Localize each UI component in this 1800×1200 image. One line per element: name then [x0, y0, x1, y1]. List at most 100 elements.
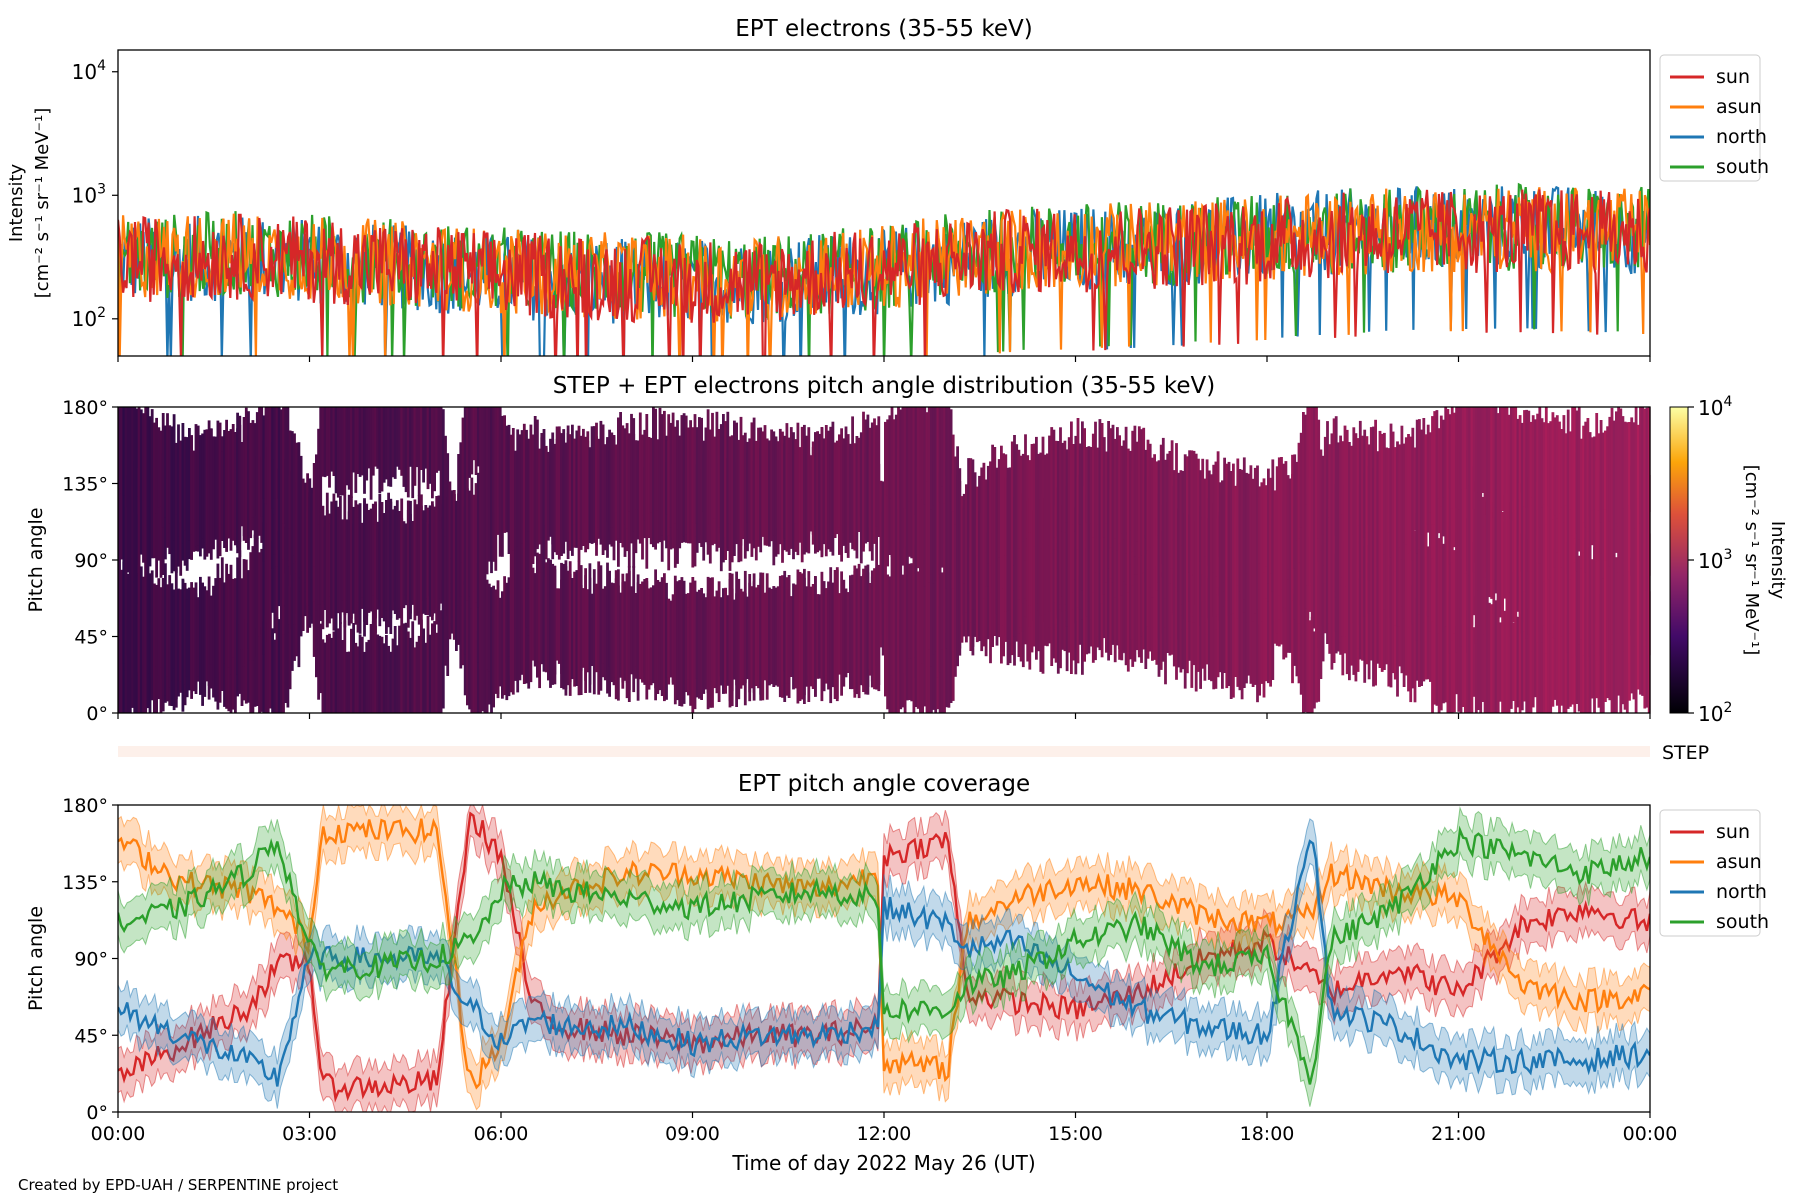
heatmap-cell	[652, 407, 655, 543]
heatmap-cell	[1313, 527, 1316, 629]
y-tick-label: 0°	[86, 1102, 108, 1124]
heatmap-cell	[1105, 550, 1108, 635]
heatmap-cell	[930, 407, 933, 510]
heatmap-cell	[1374, 559, 1377, 686]
heatmap-cell	[708, 587, 712, 699]
heatmap-cell	[118, 407, 121, 499]
heatmap-cell	[958, 468, 962, 583]
heatmap-cell	[1595, 413, 1599, 533]
heatmap-cell	[595, 422, 598, 546]
heatmap-cell	[614, 444, 618, 513]
heatmap-cell	[663, 410, 666, 539]
heatmap-cell	[1606, 558, 1609, 642]
heatmap-cell	[671, 594, 675, 685]
heatmap-cell	[170, 583, 174, 681]
heatmap-cell	[1468, 451, 1472, 576]
heatmap-cell	[1153, 454, 1156, 541]
heatmap-cell	[1582, 425, 1585, 523]
chart-title: STEP + EPT electrons pitch angle distrib…	[553, 373, 1215, 399]
heatmap-cell	[1091, 433, 1095, 538]
heatmap-cell	[190, 590, 193, 690]
heatmap-cell	[404, 407, 408, 493]
heatmap-cell	[1116, 427, 1119, 551]
heatmap-cell	[919, 407, 922, 509]
heatmap-cell	[312, 463, 316, 567]
heatmap-cell	[1293, 593, 1297, 666]
heatmap-cell	[1490, 498, 1493, 587]
heatmap-cell	[161, 413, 165, 528]
heatmap-cell	[1190, 561, 1194, 688]
heatmap-cell	[1621, 461, 1625, 576]
heatmap-cell	[621, 573, 625, 683]
heatmap-cell	[153, 475, 156, 559]
heatmap-cell	[1026, 455, 1030, 539]
heatmap-cell	[1310, 407, 1314, 467]
heatmap-cell	[1212, 464, 1216, 573]
heatmap-cell	[1641, 531, 1644, 659]
heatmap-cell	[481, 465, 485, 598]
heatmap-cell	[1636, 550, 1640, 642]
heatmap-cell	[203, 586, 207, 681]
heatmap-cell	[1426, 424, 1430, 525]
heatmap-cell	[441, 504, 445, 611]
heatmap-cell	[1409, 526, 1413, 622]
heatmap-cell	[1496, 413, 1500, 490]
heatmap-cell	[1109, 428, 1113, 548]
y-tick-label: 102	[72, 305, 106, 331]
heatmap-cell	[223, 582, 226, 664]
heatmap-cell	[428, 523, 432, 597]
heatmap-cell	[1636, 480, 1640, 565]
heatmap-cell	[533, 416, 537, 552]
heatmap-cell	[1153, 545, 1156, 628]
heatmap-cell	[485, 579, 489, 670]
heatmap-cell	[914, 407, 918, 515]
heatmap-cell	[448, 481, 452, 559]
heatmap-cell	[273, 407, 277, 499]
heatmap-cell	[365, 503, 369, 617]
heatmap-cell	[1304, 459, 1307, 578]
heatmap-cell	[761, 595, 765, 678]
heatmap-cell	[431, 504, 434, 616]
heatmap-cell	[1199, 470, 1202, 562]
heatmap-cell	[1332, 418, 1336, 533]
heatmap-cell	[483, 407, 487, 495]
heatmap-cell	[1610, 602, 1614, 713]
heatmap-cell	[947, 476, 951, 575]
heatmap-cell	[814, 576, 817, 697]
heatmap-cell	[665, 435, 668, 515]
heatmap-cell	[476, 563, 480, 663]
heatmap-cell	[1046, 453, 1049, 530]
heatmap-cell	[150, 476, 154, 559]
heatmap-cell	[770, 429, 773, 542]
heatmap-cell	[1569, 431, 1572, 510]
heatmap-cell	[1330, 433, 1334, 519]
heatmap-cell	[1059, 427, 1062, 549]
heatmap-cell	[181, 580, 185, 693]
heatmap-cell	[954, 546, 957, 660]
heatmap-cell	[886, 574, 889, 648]
heatmap-cell	[1615, 411, 1618, 524]
heatmap-cell	[940, 606, 944, 713]
heatmap-cell	[1461, 407, 1465, 490]
heatmap-cell	[595, 583, 598, 673]
heatmap-cell	[271, 541, 274, 613]
heatmap-cell	[1632, 483, 1636, 560]
heatmap-cell	[435, 632, 439, 713]
heatmap-cell	[387, 407, 390, 487]
heatmap-cell	[667, 599, 671, 678]
heatmap-cell	[415, 641, 419, 713]
heatmap-cell	[1260, 482, 1264, 568]
heatmap-cell	[1422, 418, 1426, 541]
heatmap-cell	[927, 572, 931, 650]
heatmap-cell	[131, 486, 134, 559]
heatmap-cell	[785, 589, 789, 684]
heatmap-cell	[409, 500, 412, 620]
heatmap-cell	[433, 506, 436, 614]
heatmap-cell	[428, 407, 432, 484]
heatmap-cell	[164, 425, 167, 518]
heatmap-cell	[1625, 535, 1629, 660]
heatmap-cell	[1630, 557, 1634, 636]
heatmap-cell	[1492, 407, 1496, 518]
heatmap-cell	[1361, 522, 1364, 641]
heatmap-cell	[1619, 408, 1623, 524]
